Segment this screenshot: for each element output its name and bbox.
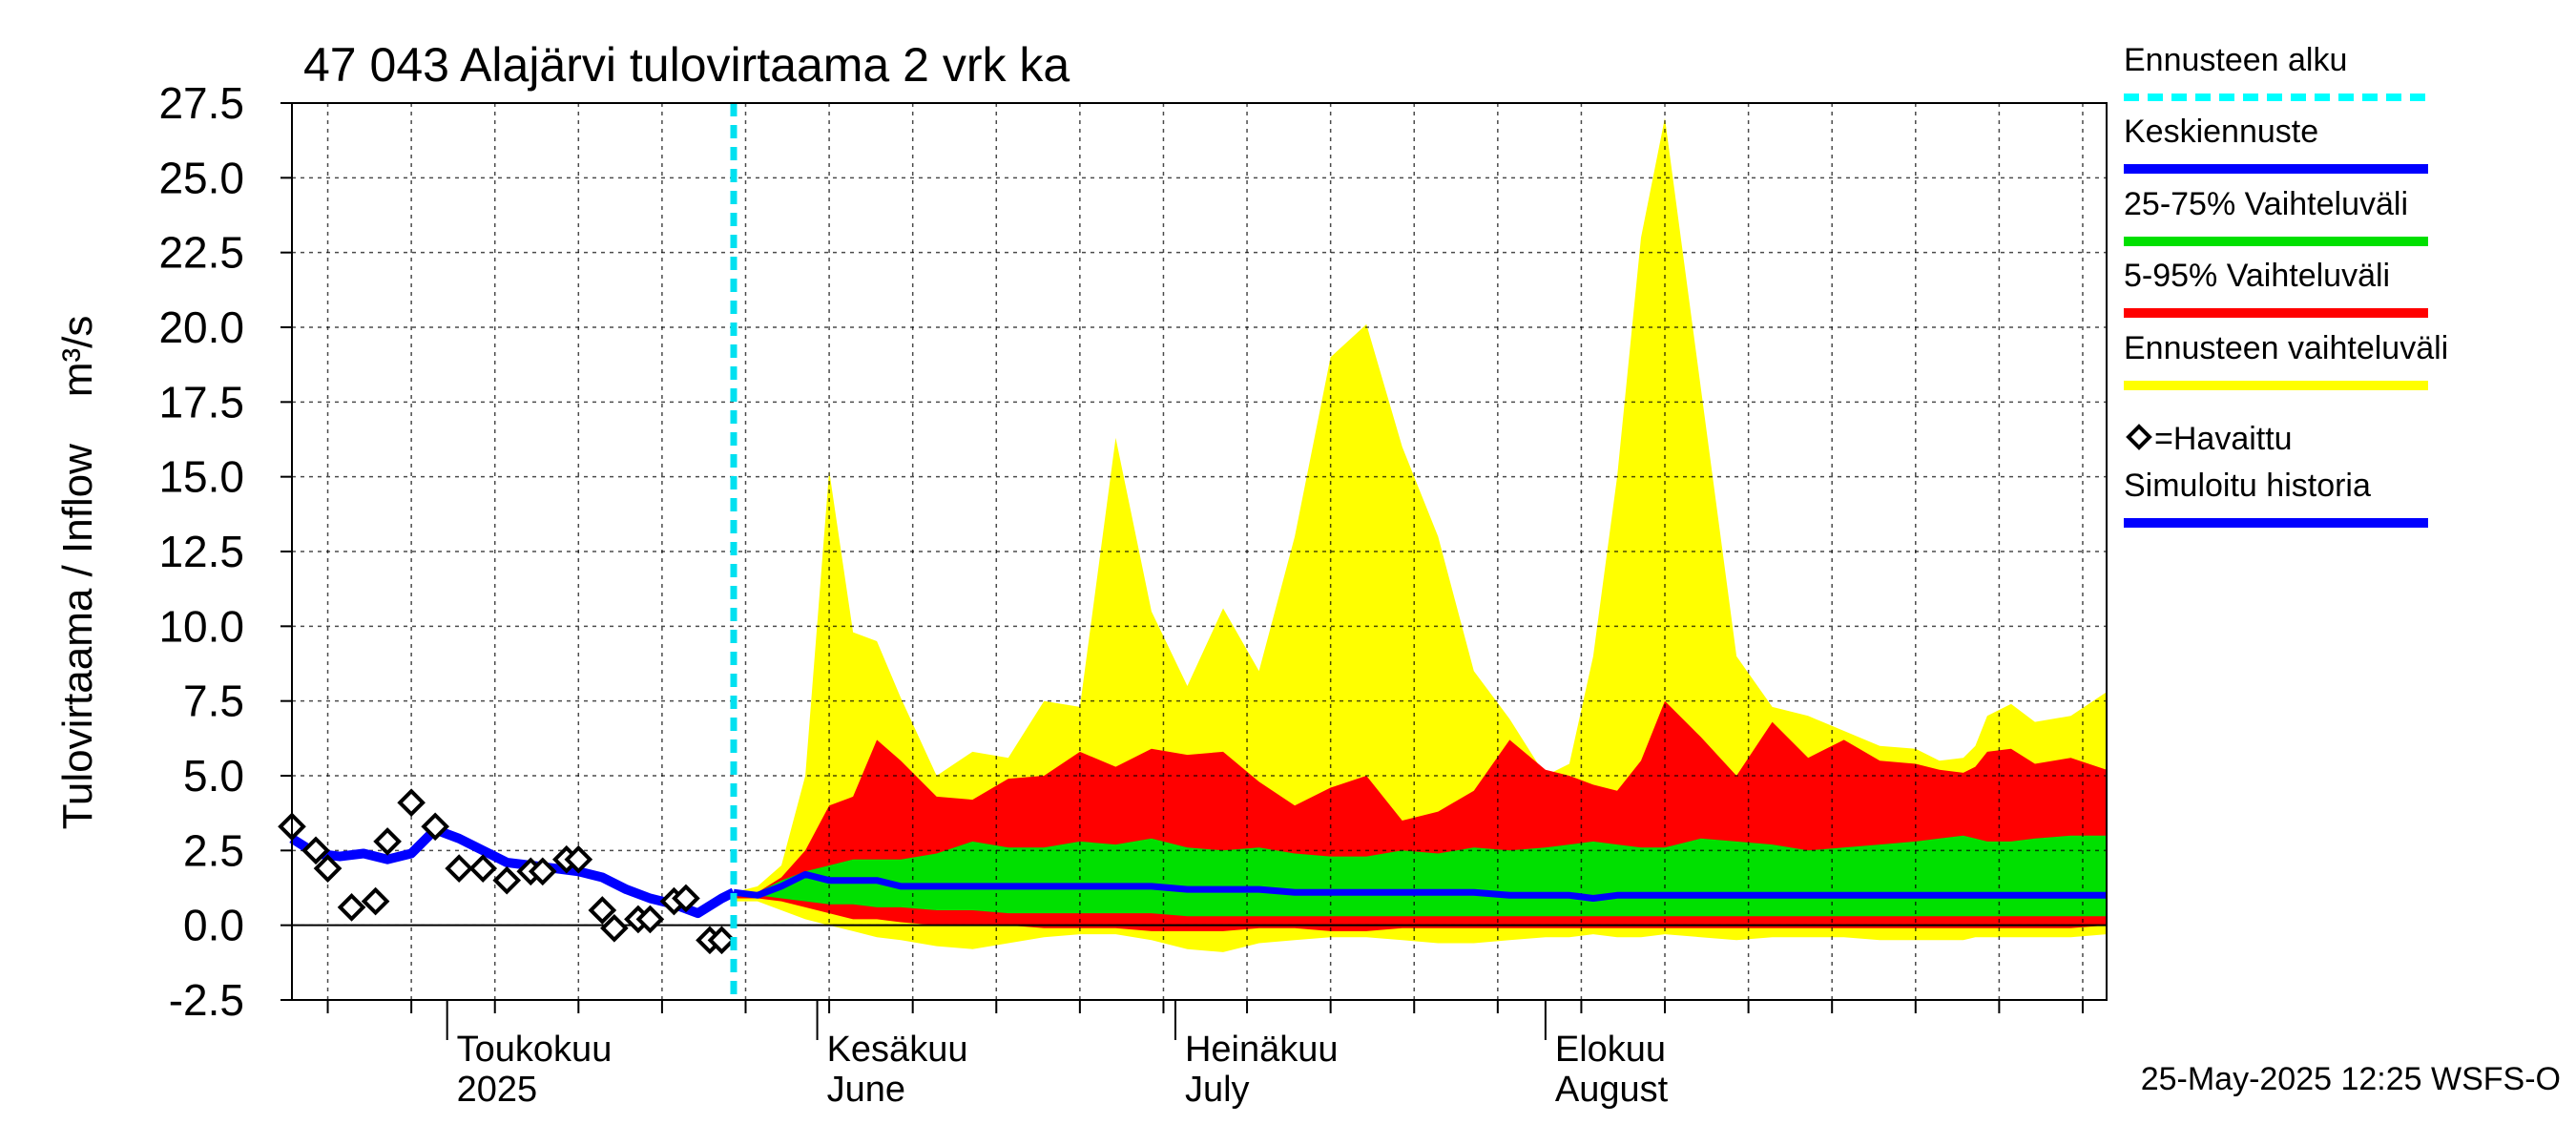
chart-title: 47 043 Alajärvi tulovirtaama 2 vrk ka (303, 38, 1070, 92)
median-forecast-line (733, 870, 2107, 902)
observed-point (492, 865, 522, 895)
observed-point (313, 854, 343, 883)
legend-label: Ennusteen vaihteluväli (2124, 330, 2448, 366)
observed-point (373, 827, 402, 856)
month-label: Toukokuu (457, 1030, 613, 1070)
observed-point (445, 854, 474, 883)
month-label: Heinäkuu (1185, 1030, 1339, 1070)
legend-label: Simuloitu historia (2124, 468, 2371, 504)
timestamp-footer: 25-May-2025 12:25 WSFS-O (2141, 1061, 2561, 1097)
legend-label: Ennusteen alku (2124, 42, 2347, 78)
observed-point (397, 788, 426, 818)
y-tick-label: 20.0 (158, 302, 244, 352)
month-sublabel: 2025 (457, 1070, 538, 1110)
y-tick-label: 10.0 (158, 601, 244, 651)
plot-area: 27.5 25.0 22.5 20.0 17.5 15.0 12.5 10.0 7.5 5.0 2.… (158, 78, 2108, 1110)
observed-point (301, 836, 330, 865)
y-tick-label: 2.5 (183, 825, 244, 875)
observed-point (337, 893, 366, 922)
legend-item: 25-75% Vaihteluväli (2124, 186, 2428, 246)
observed-point (588, 896, 617, 925)
month-sublabel: July (1185, 1070, 1250, 1110)
y-tick-label: 22.5 (158, 228, 244, 278)
legend-item: =Havaittu (2126, 421, 2293, 457)
legend-item: Simuloitu historia (2124, 468, 2428, 528)
y-tick-label: 7.5 (183, 677, 244, 726)
y-tick-label: 27.5 (158, 78, 244, 128)
y-axis-label: Tulovirtaama / Inflow m³/s (54, 316, 101, 830)
y-tick-label: -2.5 (169, 975, 244, 1025)
month-sublabel: June (827, 1070, 905, 1110)
legend-item: Keskiennuste (2124, 114, 2428, 174)
legend: Ennusteen alku Keskiennuste 25-75% Vaihtel… (2124, 42, 2448, 528)
observed-point (672, 884, 700, 913)
y-tick-label: 12.5 (158, 527, 244, 576)
observed-point (707, 926, 737, 955)
observed-point (528, 857, 557, 886)
y-tick-label: 17.5 (158, 377, 244, 427)
y-tick-label: 25.0 (158, 153, 244, 202)
observed-point (564, 844, 593, 874)
month-label: Kesäkuu (827, 1030, 968, 1070)
legend-label: 25-75% Vaihteluväli (2124, 186, 2408, 222)
y-tick-label: 5.0 (183, 751, 244, 801)
observed-point (635, 905, 665, 934)
y-tick-label: 15.0 (158, 452, 244, 502)
legend-item: Ennusteen alku (2124, 42, 2428, 101)
legend-diamond (2126, 424, 2152, 450)
observed-point (600, 913, 629, 943)
y-tick-label: 0.0 (183, 901, 244, 950)
observed-points (278, 788, 737, 955)
grid-lines (292, 102, 2107, 1001)
legend-label: =Havaittu (2154, 421, 2293, 457)
observed-point (421, 812, 449, 842)
legend-item: 5-95% Vaihteluväli (2124, 258, 2428, 318)
month-label: Elokuu (1555, 1030, 1666, 1070)
observed-point (468, 854, 498, 883)
legend-item: Ennusteen vaihteluväli (2124, 330, 2448, 390)
month-sublabel: August (1555, 1070, 1669, 1110)
legend-label: 5-95% Vaihteluväli (2124, 258, 2390, 294)
observed-point (361, 886, 390, 916)
legend-label: Keskiennuste (2124, 114, 2318, 150)
